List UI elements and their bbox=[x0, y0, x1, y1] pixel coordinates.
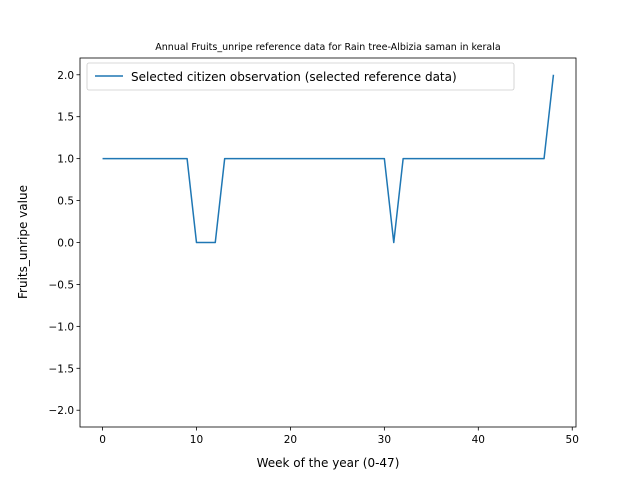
plot-area bbox=[102, 74, 555, 244]
y-tick-label: −1.5 bbox=[49, 363, 75, 375]
y-tick-label: 2.0 bbox=[57, 70, 74, 82]
y-tick-label: 1.5 bbox=[57, 112, 74, 124]
x-tick-label: 30 bbox=[378, 434, 391, 446]
y-tick-label: −2.0 bbox=[49, 405, 75, 417]
axis-ticks: 0 10 20 30 40 50 −2.0 −1.5 −1.0 −0.5 0.0 0.5 1.0 1.5 2… bbox=[49, 70, 579, 446]
x-tick-label: 0 bbox=[99, 434, 106, 446]
y-tick-label: 1.0 bbox=[57, 154, 74, 166]
x-axis-label: Week of the year (0-47) bbox=[257, 456, 400, 470]
legend-box bbox=[86, 62, 515, 91]
x-tick-label: 40 bbox=[472, 434, 485, 446]
series-line-0 bbox=[102, 74, 555, 244]
y-tick-label: −1.0 bbox=[49, 321, 75, 333]
chart-title: Annual Fruits_unripe reference data for … bbox=[155, 42, 500, 53]
x-tick-label: 10 bbox=[190, 434, 203, 446]
legend-entry-label: Selected citizen observation (selected r… bbox=[131, 70, 457, 84]
y-axis-label: Fruits_unripe value bbox=[16, 185, 30, 299]
axes-frame bbox=[79, 57, 577, 428]
y-tick-label: −0.5 bbox=[49, 279, 75, 291]
x-tick-label: 20 bbox=[284, 434, 297, 446]
y-tick-label: 0.5 bbox=[57, 196, 74, 208]
y-tick-label: 0.0 bbox=[57, 238, 74, 250]
legend: Selected citizen observation (selected r… bbox=[86, 62, 515, 91]
x-tick-label: 50 bbox=[566, 434, 579, 446]
